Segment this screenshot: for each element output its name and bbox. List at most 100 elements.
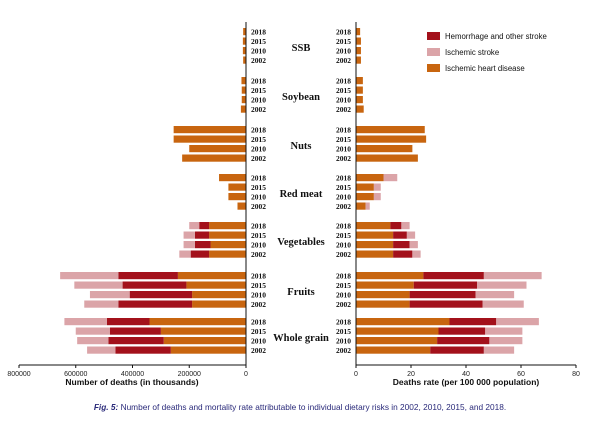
figure-caption: Fig. 5: Number of deaths and mortality r… — [0, 402, 600, 412]
bar-rate-whole-grain-2010-hemorrhage-and-other-stroke — [437, 337, 490, 345]
bar-rate-red-meat-2010-ischemic-heart-disease — [356, 193, 374, 201]
bar-deaths-vegetables-2015-ischemic-heart-disease — [209, 231, 246, 239]
year-label-left: 2015 — [251, 37, 266, 46]
category-labels: SSB Soybean Nuts Red meat Vegetables Fruits Wh… — [273, 43, 329, 344]
bar-deaths-whole-grain-2018-ischemic-stroke — [64, 318, 107, 326]
bar-rate-soybean-2018-ischemic-heart-disease — [356, 77, 363, 85]
year-label-right: 2015 — [336, 37, 351, 46]
bar-rate-fruits-2010-ischemic-heart-disease — [356, 291, 410, 299]
bar-rate-ssb-2010-ischemic-heart-disease — [356, 47, 361, 55]
left-tick-label: 800000 — [7, 371, 30, 378]
bar-rate-vegetables-2015-ischemic-heart-disease — [356, 231, 394, 239]
bar-deaths-ssb-2010-ischemic-heart-disease — [242, 47, 246, 55]
bar-rate-whole-grain-2010-ischemic-heart-disease — [356, 337, 438, 345]
legend-swatch-hemorrhage-and-other-stroke — [427, 32, 440, 40]
caption-text: Number of deaths and mortality rate attr… — [118, 402, 507, 412]
left-tick-label: 400000 — [121, 371, 144, 378]
year-label-left: 2002 — [251, 346, 266, 355]
year-label-right: 2015 — [336, 281, 351, 290]
year-label-right: 2002 — [336, 105, 351, 114]
bar-rate-fruits-2010-hemorrhage-and-other-stroke — [409, 291, 476, 299]
year-label-left: 2015 — [251, 183, 266, 192]
bar-deaths-fruits-2002-ischemic-heart-disease — [192, 300, 246, 308]
year-label-right: 2018 — [336, 318, 351, 327]
bar-deaths-whole-grain-2002-hemorrhage-and-other-stroke — [115, 346, 171, 354]
rates-panel: 2018201520102002201820152010200220182015… — [336, 22, 580, 387]
year-label-left: 2018 — [251, 272, 266, 281]
right-tick-label: 60 — [517, 371, 525, 378]
bar-deaths-ssb-2015-ischemic-heart-disease — [242, 37, 246, 45]
year-label-left: 2010 — [251, 96, 266, 105]
right-tick-label: 20 — [407, 371, 415, 378]
bar-deaths-vegetables-2010-ischemic-heart-disease — [210, 241, 246, 249]
legend-swatch-ischemic-stroke — [427, 48, 440, 56]
left-tick-label: 200000 — [178, 371, 201, 378]
bar-rate-fruits-2015-hemorrhage-and-other-stroke — [413, 281, 477, 289]
bar-deaths-fruits-2015-ischemic-heart-disease — [186, 281, 246, 289]
bar-rate-nuts-2010-ischemic-heart-disease — [356, 145, 413, 153]
year-label-right: 2002 — [336, 346, 351, 355]
bar-deaths-fruits-2010-ischemic-heart-disease — [192, 291, 246, 299]
year-label-left: 2010 — [251, 193, 266, 202]
bar-rate-ssb-2015-ischemic-heart-disease — [356, 37, 361, 45]
bar-deaths-vegetables-2018-hemorrhage-and-other-stroke — [199, 222, 210, 230]
year-label-left: 2002 — [251, 56, 266, 65]
category-label-soybean: Soybean — [282, 92, 320, 103]
bar-rate-ssb-2002-ischemic-heart-disease — [356, 56, 361, 64]
bar-rate-fruits-2018-ischemic-heart-disease — [356, 272, 424, 280]
bar-rate-red-meat-2010-ischemic-stroke — [373, 193, 381, 201]
bar-rate-vegetables-2002-ischemic-heart-disease — [356, 250, 394, 258]
bar-rate-fruits-2002-ischemic-heart-disease — [356, 300, 410, 308]
year-label-left: 2010 — [251, 47, 266, 56]
bar-deaths-fruits-2018-ischemic-stroke — [60, 272, 119, 280]
left-tick-label: 0 — [244, 371, 248, 378]
year-label-left: 2018 — [251, 126, 266, 135]
legend-label-hemorrhage-and-other-stroke: Hemorrhage and other stroke — [445, 32, 547, 41]
year-label-left: 2018 — [251, 174, 266, 183]
left-tick-label: 600000 — [64, 371, 87, 378]
bar-deaths-fruits-2002-ischemic-stroke — [84, 300, 119, 308]
bar-rate-red-meat-2018-ischemic-stroke — [383, 174, 398, 182]
year-label-right: 2015 — [336, 327, 351, 336]
bar-deaths-ssb-2018-ischemic-heart-disease — [243, 28, 246, 36]
caption-label: Fig. 5: — [93, 402, 119, 412]
bar-rate-vegetables-2018-hemorrhage-and-other-stroke — [390, 222, 402, 230]
year-label-right: 2018 — [336, 222, 351, 231]
bar-deaths-whole-grain-2015-ischemic-heart-disease — [160, 327, 246, 335]
bar-rate-soybean-2010-ischemic-heart-disease — [356, 96, 363, 104]
bar-deaths-soybean-2015-ischemic-heart-disease — [241, 86, 246, 94]
bar-rate-whole-grain-2002-hemorrhage-and-other-stroke — [430, 346, 484, 354]
bar-rate-whole-grain-2015-ischemic-heart-disease — [356, 327, 439, 335]
year-label-left: 2015 — [251, 281, 266, 290]
bar-rate-vegetables-2018-ischemic-stroke — [401, 222, 410, 230]
category-label-ssb: SSB — [292, 43, 311, 54]
bar-deaths-whole-grain-2010-hemorrhage-and-other-stroke — [108, 337, 164, 345]
bar-rate-nuts-2002-ischemic-heart-disease — [356, 154, 418, 162]
bar-rate-whole-grain-2010-ischemic-stroke — [489, 337, 523, 345]
bar-rate-whole-grain-2018-ischemic-heart-disease — [356, 318, 450, 326]
bar-rate-fruits-2002-ischemic-stroke — [482, 300, 524, 308]
year-label-left: 2015 — [251, 231, 266, 240]
year-label-right: 2015 — [336, 183, 351, 192]
bar-deaths-nuts-2010-ischemic-heart-disease — [189, 145, 246, 153]
year-label-right: 2002 — [336, 250, 351, 259]
left-x-axis-title: Number of deaths (in thousands) — [65, 377, 198, 387]
year-label-right: 2002 — [336, 56, 351, 65]
bar-deaths-fruits-2010-ischemic-stroke — [89, 291, 130, 299]
year-label-right: 2010 — [336, 337, 351, 346]
year-label-left: 2018 — [251, 222, 266, 231]
category-label-whole-grain: Whole grain — [273, 333, 329, 344]
year-label-left: 2010 — [251, 145, 266, 154]
bar-rate-nuts-2015-ischemic-heart-disease — [356, 135, 427, 143]
bar-rate-vegetables-2010-hemorrhage-and-other-stroke — [393, 241, 410, 249]
bar-deaths-whole-grain-2015-ischemic-stroke — [75, 327, 110, 335]
year-label-left: 2002 — [251, 202, 266, 211]
bar-rate-fruits-2015-ischemic-heart-disease — [356, 281, 414, 289]
right-x-axis-title: Deaths rate (per 100 000 population) — [393, 377, 540, 387]
bar-deaths-fruits-2002-hemorrhage-and-other-stroke — [118, 300, 193, 308]
deaths-panel: 2018201520102002201820152010200220182015… — [7, 22, 266, 387]
bar-rate-red-meat-2015-ischemic-heart-disease — [356, 183, 374, 191]
year-label-left: 2010 — [251, 241, 266, 250]
bar-rate-red-meat-2002-ischemic-stroke — [365, 202, 370, 210]
year-label-right: 2002 — [336, 154, 351, 163]
